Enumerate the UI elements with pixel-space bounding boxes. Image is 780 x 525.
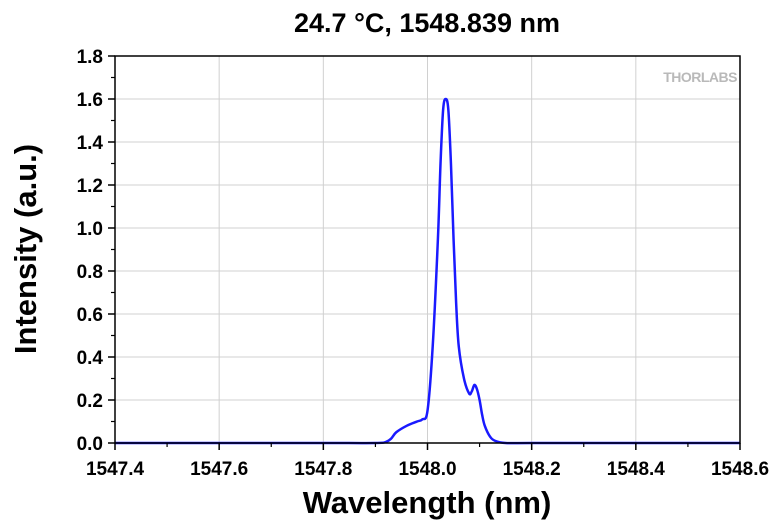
x-tick-label: 1548.0 [398, 459, 456, 480]
x-tick-label: 1548.6 [711, 459, 769, 480]
y-tick-label: 0.8 [77, 262, 103, 283]
x-tick-label: 1547.8 [294, 459, 352, 480]
y-tick-label: 0.4 [77, 348, 104, 369]
x-axis-label: Wavelength (nm) [303, 485, 552, 520]
y-tick-label: 0.6 [77, 305, 103, 326]
x-tick-label: 1547.6 [190, 459, 248, 480]
y-tick-label: 1.6 [77, 90, 103, 111]
y-axis-label: Intensity (a.u.) [8, 144, 43, 354]
y-tick-label: 1.2 [77, 176, 103, 197]
series-group [115, 97, 740, 445]
y-tick-label: 0.2 [77, 391, 103, 412]
grid [115, 56, 740, 443]
thorlabs-watermark: THORLABS [663, 69, 737, 85]
y-tick-label: 1.0 [77, 219, 103, 240]
x-tick-label: 1547.4 [86, 459, 145, 480]
axis-ticks: 1547.4 1547.6 1547.8 1548.0 1548.2 1548.4 1548… [77, 47, 769, 480]
y-tick-label: 1.4 [77, 133, 104, 154]
y-tick-label: 0.0 [77, 434, 103, 455]
y-tick-label: 1.8 [77, 47, 103, 68]
x-tick-label: 1548.2 [503, 459, 561, 480]
spectrum-line [115, 97, 740, 445]
x-tick-label: 1548.4 [607, 459, 666, 480]
chart-title: 24.7 °C, 1548.839 nm [294, 8, 560, 38]
